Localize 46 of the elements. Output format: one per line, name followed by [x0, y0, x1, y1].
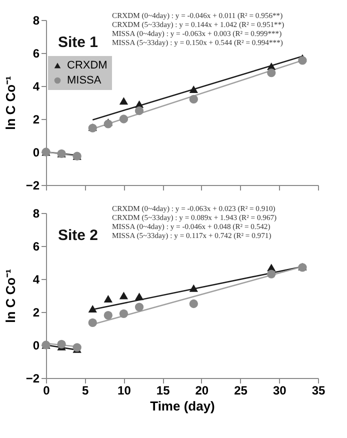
point — [298, 56, 307, 65]
y-tick-label: 4 — [32, 80, 40, 94]
point — [104, 310, 112, 320]
y-tick-label: 6 — [32, 240, 40, 254]
x-tick-label: 35 — [312, 384, 326, 398]
point — [267, 270, 276, 278]
x-tick-label: 15 — [156, 384, 170, 398]
y-tick-label: 4 — [32, 272, 40, 286]
x-tick-label: 10 — [118, 384, 132, 398]
point — [88, 318, 97, 328]
x-tick-label: 20 — [195, 384, 209, 398]
point — [119, 97, 128, 105]
y-tick-label: 6 — [32, 46, 40, 60]
point — [189, 94, 198, 104]
point — [104, 295, 112, 303]
y-tick-label: −2 — [26, 372, 40, 386]
text: Site 1 — [58, 34, 98, 51]
y-tick-label: 0 — [32, 146, 40, 160]
point — [57, 340, 66, 348]
point — [88, 304, 97, 312]
x-tick-label: 30 — [272, 384, 287, 398]
y-tick-label: 2 — [32, 306, 40, 320]
y-axis-title: ln C Co⁻¹ — [2, 269, 18, 323]
y-tick-label: −2 — [26, 178, 40, 192]
x-axis-title: Time (day) — [150, 398, 215, 414]
point — [189, 86, 198, 94]
point — [119, 292, 128, 300]
x-tick-label: 25 — [234, 384, 248, 398]
y-axis-title: ln C Co⁻¹ — [2, 76, 18, 130]
x-tick-label: 5 — [82, 384, 90, 398]
y-tick-label: 2 — [32, 112, 40, 126]
text: Site 2 — [58, 227, 98, 244]
point — [134, 292, 144, 300]
legend-label: MISSA — [67, 74, 102, 86]
point — [134, 302, 144, 312]
point — [119, 309, 128, 318]
legend-label: CRXDM — [67, 60, 108, 72]
point — [134, 106, 144, 116]
y-tick-label: 0 — [32, 338, 40, 352]
point — [267, 68, 276, 78]
point — [119, 114, 128, 124]
x-tick-label: 0 — [43, 384, 50, 398]
point — [189, 299, 198, 308]
point — [189, 284, 198, 292]
y-tick-label: 8 — [32, 206, 40, 220]
y-tick-label: 8 — [32, 14, 40, 28]
